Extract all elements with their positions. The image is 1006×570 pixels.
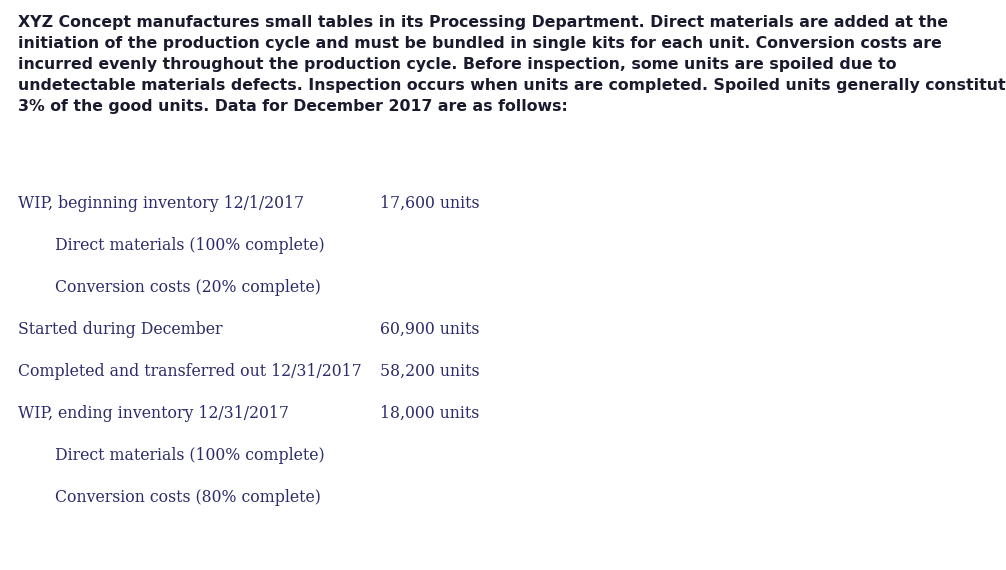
Text: XYZ Concept manufactures small tables in its Processing Department. Direct mater: XYZ Concept manufactures small tables in… <box>18 15 948 30</box>
Text: WIP, beginning inventory 12/1/2017: WIP, beginning inventory 12/1/2017 <box>18 195 304 212</box>
Text: 3% of the good units. Data for December 2017 are as follows:: 3% of the good units. Data for December … <box>18 99 567 114</box>
Text: initiation of the production cycle and must be bundled in single kits for each u: initiation of the production cycle and m… <box>18 36 942 51</box>
Text: 18,000 units: 18,000 units <box>380 405 479 422</box>
Text: Conversion costs (20% complete): Conversion costs (20% complete) <box>55 279 321 296</box>
Text: Direct materials (100% complete): Direct materials (100% complete) <box>55 237 325 254</box>
Text: undetectable materials defects. Inspection occurs when units are completed. Spoi: undetectable materials defects. Inspecti… <box>18 78 1006 93</box>
Text: 60,900 units: 60,900 units <box>380 321 480 338</box>
Text: WIP, ending inventory 12/31/2017: WIP, ending inventory 12/31/2017 <box>18 405 289 422</box>
Text: Conversion costs (80% complete): Conversion costs (80% complete) <box>55 489 321 506</box>
Text: Started during December: Started during December <box>18 321 222 338</box>
Text: 58,200 units: 58,200 units <box>380 363 480 380</box>
Text: Completed and transferred out 12/31/2017: Completed and transferred out 12/31/2017 <box>18 363 362 380</box>
Text: incurred evenly throughout the production cycle. Before inspection, some units a: incurred evenly throughout the productio… <box>18 57 896 72</box>
Text: Direct materials (100% complete): Direct materials (100% complete) <box>55 447 325 464</box>
Text: 17,600 units: 17,600 units <box>380 195 480 212</box>
